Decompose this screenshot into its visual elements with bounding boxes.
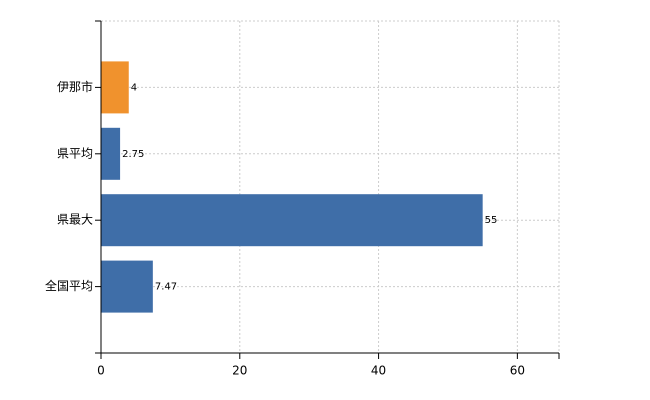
- x-tick-label: 20: [232, 364, 247, 378]
- y-tick-label: 伊那市: [57, 79, 93, 94]
- bar: [101, 127, 121, 180]
- value-label: 55: [485, 215, 498, 226]
- y-tick-label: 県最大: [57, 213, 93, 227]
- y-tick-label: 全国平均: [45, 278, 93, 293]
- y-tick-label: 県平均: [57, 146, 93, 160]
- x-tick-label: 0: [97, 364, 105, 378]
- bar: [101, 194, 483, 247]
- x-tick-label: 40: [371, 364, 386, 378]
- x-tick-label: 60: [510, 364, 525, 378]
- value-label: 2.75: [122, 149, 144, 160]
- value-label: 4: [131, 82, 137, 93]
- bar: [101, 61, 129, 114]
- value-label: 7.47: [155, 282, 177, 293]
- bar: [101, 260, 153, 313]
